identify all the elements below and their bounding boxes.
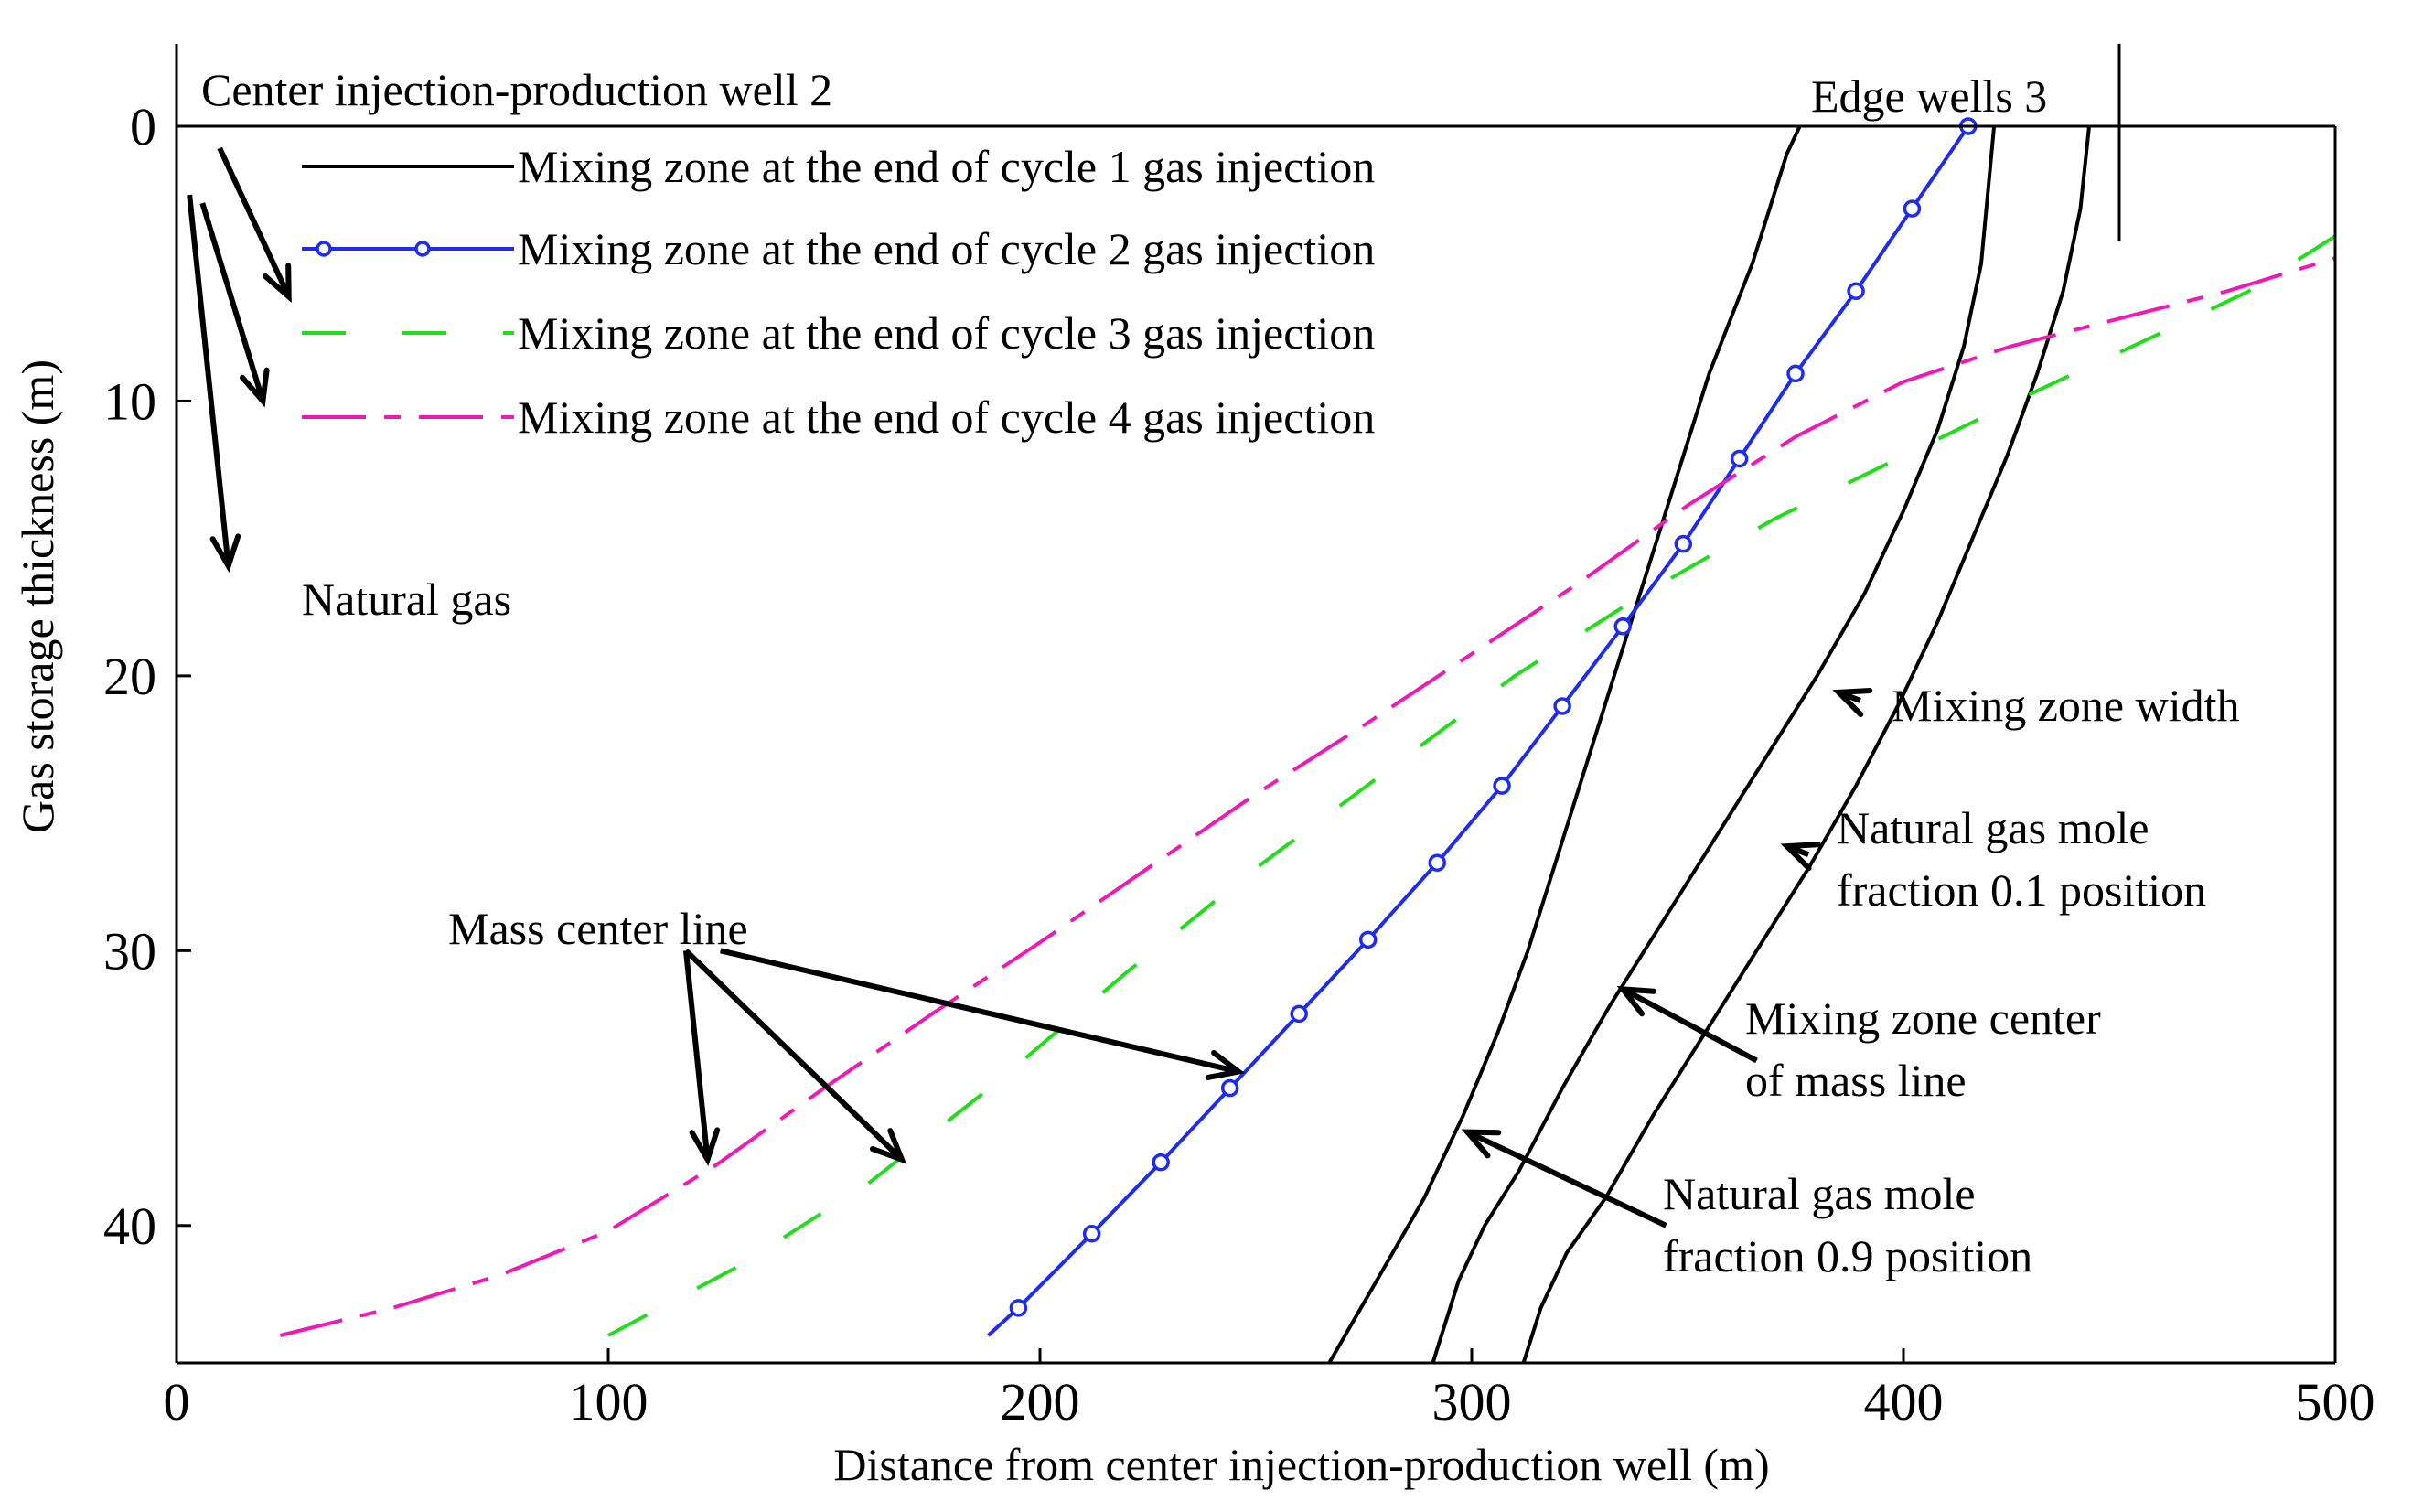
annotation-arrow-head bbox=[1616, 985, 1657, 1017]
legend-label-cycle-1: Mixing zone at the end of cycle 1 gas in… bbox=[518, 141, 1375, 192]
mixing-zone-width-label: Mixing zone width bbox=[1892, 680, 2240, 731]
series-point bbox=[1730, 449, 1749, 468]
legend-marker-cycle-2 bbox=[316, 241, 332, 257]
legend-label-cycle-3: Mixing zone at the end of cycle 3 gas in… bbox=[518, 307, 1375, 359]
annotation-arrow-head bbox=[263, 263, 292, 303]
series-point bbox=[1613, 617, 1632, 636]
legend-label-cycle-2: Mixing zone at the end of cycle 2 gas in… bbox=[518, 223, 1375, 274]
natural-gas-label: Natural gas bbox=[302, 574, 511, 625]
y-tick-label: 30 bbox=[103, 921, 156, 981]
y-tick-label: 40 bbox=[103, 1196, 156, 1256]
legend-marker-cycle-2 bbox=[414, 241, 431, 257]
mole-fraction-09-label-line2: fraction 0.9 position bbox=[1663, 1230, 2032, 1281]
series-line-1 bbox=[1431, 125, 1997, 1364]
annotation-arrow-head bbox=[1832, 688, 1873, 717]
x-tick-label: 300 bbox=[1432, 1372, 1512, 1432]
series-point bbox=[1009, 1299, 1028, 1317]
mass-center-line-label: Mass center line bbox=[448, 903, 748, 954]
series-line-0 bbox=[1327, 125, 1802, 1364]
series-point bbox=[1290, 1004, 1308, 1024]
x-tick-label: 0 bbox=[164, 1372, 190, 1432]
annotations: Center injection-production well 2 Edge … bbox=[201, 64, 2240, 1281]
annotation-arrow-shaft bbox=[1466, 1129, 1667, 1228]
center-of-mass-label-line1: Mixing zone center bbox=[1745, 992, 2101, 1044]
x-tick-label: 500 bbox=[2296, 1372, 2375, 1432]
annotation-arrow-head bbox=[1461, 1129, 1502, 1159]
marker-layer bbox=[1009, 117, 1978, 1317]
annotation-arrow-shaft bbox=[683, 949, 905, 1162]
annotation-arrow-head bbox=[1205, 1049, 1246, 1080]
x-tick-label: 400 bbox=[1864, 1372, 1944, 1432]
y-axis-label: Gas storage thickness (m) bbox=[12, 359, 63, 833]
mole-fraction-01-label-line2: fraction 0.1 position bbox=[1837, 864, 2206, 916]
annotation-arrow-shaft bbox=[217, 146, 292, 298]
annotation-arrow-shaft bbox=[1621, 986, 1758, 1064]
annotation-arrow-head bbox=[209, 533, 241, 574]
series-point bbox=[1553, 697, 1571, 715]
mole-fraction-01-label-line1: Natural gas mole bbox=[1837, 802, 2149, 853]
edge-wells-label: Edge wells 3 bbox=[1811, 70, 2047, 122]
x-tick-label: 200 bbox=[1001, 1372, 1080, 1432]
mole-fraction-09-label-line1: Natural gas mole bbox=[1663, 1168, 1976, 1219]
annotation-arrow-shaft bbox=[682, 950, 711, 1160]
y-tick-label: 0 bbox=[130, 97, 156, 156]
x-tick-label: 100 bbox=[569, 1372, 649, 1432]
series-line-5 bbox=[279, 256, 2336, 1337]
annotation-arrow-head bbox=[689, 1127, 721, 1166]
series-point bbox=[1428, 853, 1446, 872]
series-point bbox=[1152, 1153, 1170, 1172]
series-point bbox=[1220, 1078, 1239, 1098]
annotation-arrow-shaft bbox=[199, 202, 266, 402]
tick-layer: 0 100 200 300 400 500 0 10 20 30 40 bbox=[103, 97, 2375, 1432]
series-point bbox=[1082, 1225, 1101, 1243]
series-point bbox=[1903, 199, 1922, 218]
annotation-arrow-head bbox=[870, 1128, 907, 1164]
series-point bbox=[1674, 534, 1693, 553]
series-point bbox=[1493, 777, 1511, 795]
annotation-arrow-shaft bbox=[187, 194, 231, 567]
annotation-arrow-shaft bbox=[720, 948, 1239, 1075]
legend: Mixing zone at the end of cycle 1 gas in… bbox=[302, 141, 1375, 443]
center-of-mass-label-line2: of mass line bbox=[1745, 1055, 1967, 1106]
series-layer bbox=[279, 124, 2337, 1364]
y-tick-label: 20 bbox=[103, 647, 156, 706]
series-line-2 bbox=[1521, 125, 2091, 1364]
legend-label-cycle-4: Mixing zone at the end of cycle 4 gas in… bbox=[518, 391, 1375, 443]
center-well-label: Center injection-production well 2 bbox=[201, 64, 832, 115]
series-point bbox=[1847, 282, 1865, 301]
annotation-arrow-head bbox=[240, 367, 270, 408]
series-line-4 bbox=[607, 234, 2337, 1337]
arrow-layer bbox=[187, 146, 1873, 1228]
annotation-arrow-head bbox=[1780, 842, 1821, 872]
series-point bbox=[1786, 364, 1805, 383]
x-axis-label: Distance from center injection-productio… bbox=[833, 1439, 1769, 1490]
series-point bbox=[1358, 930, 1378, 949]
y-tick-label: 10 bbox=[103, 371, 156, 431]
